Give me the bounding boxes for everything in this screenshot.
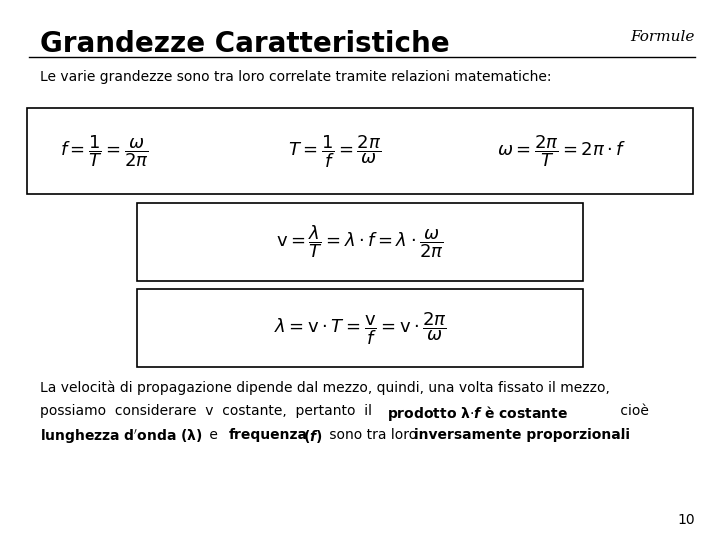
Text: cioè: cioè bbox=[616, 404, 649, 418]
Text: prodotto $\boldsymbol{\lambda{\cdot}f}$ è costante: prodotto $\boldsymbol{\lambda{\cdot}f}$ … bbox=[387, 404, 568, 423]
FancyBboxPatch shape bbox=[137, 202, 583, 281]
Text: $\boldsymbol{(}$$\mathit{\boldsymbol{f}}$$\boldsymbol{)}$: $\boldsymbol{(}$$\mathit{\boldsymbol{f}}… bbox=[299, 428, 323, 444]
Text: $f = \dfrac{1}{T} = \dfrac{\omega}{2\pi}$: $f = \dfrac{1}{T} = \dfrac{\omega}{2\pi}… bbox=[60, 133, 149, 169]
Text: Formule: Formule bbox=[631, 30, 695, 44]
Text: La velocità di propagazione dipende dal mezzo, quindi, una volta fissato il mezz: La velocità di propagazione dipende dal … bbox=[40, 381, 609, 395]
Text: Grandezze Caratteristiche: Grandezze Caratteristiche bbox=[40, 30, 449, 58]
Text: e: e bbox=[205, 428, 222, 442]
Text: $\omega = \dfrac{2\pi}{T} = 2\pi \cdot f$: $\omega = \dfrac{2\pi}{T} = 2\pi \cdot f… bbox=[497, 133, 626, 169]
FancyBboxPatch shape bbox=[27, 108, 693, 194]
Text: $\mathrm{v} = \dfrac{\lambda}{T} = \lambda \cdot f = \lambda \cdot \dfrac{\omega: $\mathrm{v} = \dfrac{\lambda}{T} = \lamb… bbox=[276, 224, 444, 260]
Text: $\lambda = \mathrm{v} \cdot T = \dfrac{\mathrm{v}}{f} = \mathrm{v} \cdot \dfrac{: $\lambda = \mathrm{v} \cdot T = \dfrac{\… bbox=[274, 310, 446, 347]
Text: inversamente proporzionali: inversamente proporzionali bbox=[414, 428, 630, 442]
Text: possiamo  considerare  v  costante,  pertanto  il: possiamo considerare v costante, pertant… bbox=[40, 404, 376, 418]
FancyBboxPatch shape bbox=[137, 289, 583, 367]
Text: Le varie grandezze sono tra loro correlate tramite relazioni matematiche:: Le varie grandezze sono tra loro correla… bbox=[40, 70, 551, 84]
Text: .: . bbox=[619, 428, 624, 442]
Text: $\mathbf{lunghezza\ d'onda\ (\lambda)}$: $\mathbf{lunghezza\ d'onda\ (\lambda)}$ bbox=[40, 428, 202, 446]
Text: frequenza: frequenza bbox=[229, 428, 308, 442]
Text: 10: 10 bbox=[678, 512, 695, 526]
Text: sono tra loro: sono tra loro bbox=[325, 428, 422, 442]
Text: $T = \dfrac{1}{f} = \dfrac{2\pi}{\omega}$: $T = \dfrac{1}{f} = \dfrac{2\pi}{\omega}… bbox=[288, 133, 382, 170]
